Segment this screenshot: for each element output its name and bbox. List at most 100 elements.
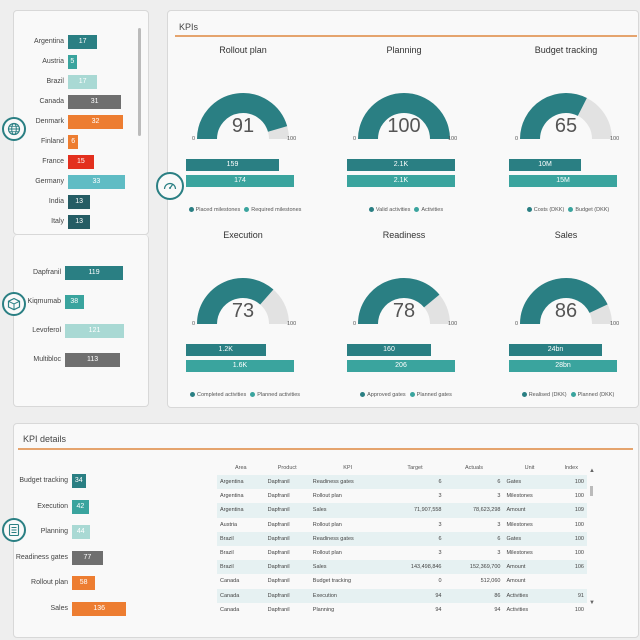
table-cell: Argentina [217,475,265,490]
table-cell: Argentina [220,493,244,500]
legend-label-actual: Approved gates [367,392,406,398]
table-header-product[interactable]: Product [277,464,297,471]
gauge-bar-actual: 1.2K [186,344,266,356]
table-header-actuals[interactable]: Actuals [464,464,484,471]
gauge-bar-actual: 159 [186,159,279,171]
country-bar: 13 [68,195,91,209]
country-label: India [48,198,64,205]
gauge-value-arc [520,93,587,140]
country-label: Austria [42,58,64,65]
kpi-bar: 58 [72,576,96,590]
gauge-max: 100 [287,321,297,327]
gauge-title: Rollout plan [219,45,267,55]
scroll-down-icon[interactable]: ▼ [589,600,595,606]
legend-dot-target [568,207,574,213]
legend-dot-target [250,392,256,398]
table-row[interactable]: Brazil Dapfranil Rollout plan 3 3 Milestones 1… [217,546,587,560]
gauge-execution: Execution 73 0 100 1.2K 1.6K Completed activit… [168,230,318,425]
country-bar: 5 [68,55,77,69]
table-cell: Activities [503,588,556,603]
table-cell: 3 [497,493,501,500]
table-cell: Budget tracking [312,578,351,585]
table-row[interactable]: Argentina Dapfranil Rollout plan 3 3 Mileston… [217,489,587,503]
legend-label-target: Activities [421,207,444,213]
gauge-title: Readiness [382,230,426,240]
table-row[interactable]: Argentina Dapfranil Readiness gates 6 6 Gates… [217,475,587,490]
table-cell: Amount [503,560,556,575]
table-cell: 6 [385,475,445,490]
speedometer-icon [156,172,184,200]
table-cell: 6 [385,531,445,546]
table-row[interactable]: Canada Dapfranil Budget tracking 0 512,060 Am… [217,574,587,588]
table-row[interactable]: Brazil Dapfranil Sales 143,498,846 152,369,7… [217,560,587,575]
table-header-unit[interactable]: Unit [524,464,535,471]
gauge-min: 0 [353,136,357,142]
table-row[interactable]: Brazil Dapfranil Readiness gates 6 6 Gates 100 [217,531,587,546]
gauge-min: 0 [515,136,519,142]
gauge-max: 100 [610,136,620,142]
legend-label-actual: Completed activities [196,392,247,398]
scroll-up-icon[interactable]: ▲ [589,468,595,474]
table-cell: Rollout plan [312,493,342,500]
table-cell: 100 [555,475,587,490]
gauge-legend: Costs (DKK) Budget (DKK) [491,207,640,213]
gauge-value: 91 [231,115,255,137]
table-header-target[interactable]: Target [407,464,423,471]
product-label: Dapfranil [32,269,61,276]
scroll-thumb[interactable] [590,486,593,496]
gauge-bar-target: 2.1K [347,175,455,187]
legend-dot-target [409,392,415,398]
country-label: Brazil [46,78,64,85]
table-cell: 94 [494,606,501,613]
gauge-dial [358,93,450,140]
country-bar: 15 [68,155,94,169]
country-bar: 32 [68,115,124,129]
gauge-value-arc [358,278,440,325]
kpi-bar: 136 [72,601,127,616]
table-scrollbar[interactable]: ▲ ▼ [589,468,595,608]
table-cell: 91 [555,588,587,603]
country-label: Italy [51,218,64,225]
table-row[interactable]: Canada Dapfranil Planning 94 94 Activities 100 [217,603,587,617]
table-cell: 6 [444,531,504,546]
product-bar: 113 [65,353,121,367]
kpi-bar: 34 [72,474,86,488]
country-scrollbar[interactable] [138,28,141,136]
table-cell: 3 [438,493,442,500]
legend-label-target: Planned gates [416,392,452,398]
table-row[interactable]: Canada Dapfranil Execution 94 86 Activities 91 [217,588,587,603]
table-cell: 143,498,846 [385,560,445,575]
kpi-details-title: KPI details [23,434,67,444]
table-cell: 94 [385,588,445,603]
table-header-area[interactable]: Area [235,464,247,471]
kpi-table: Area Product KPI Target Actuals Unit Index Arg… [217,460,587,617]
gauge-legend: Realised (DKK) Planned (DKK) [491,392,640,398]
table-cell: Brazil [220,550,234,557]
product-filter-panel [13,235,149,407]
table-cell: Sales [309,560,386,575]
table-cell: Dapfranil [267,550,290,557]
legend-label-target: Required milestones [251,207,302,213]
gauge-bar-actual: 10M [509,159,581,171]
table-cell: Activities [506,606,529,613]
gauge-bar-target: 174 [186,175,294,187]
table-cell: Amount [506,578,526,585]
table-header-index[interactable]: Index [564,464,578,471]
legend-label-actual: Placed milestones [195,207,241,213]
table-body: Argentina Dapfranil Readiness gates 6 6 Gates… [217,475,587,617]
table-row[interactable]: Argentina Dapfranil Sales 71,907,558 78,623,… [217,503,587,518]
gauge-dial [520,93,612,140]
table-cell: 100 [555,531,587,546]
gauge-max: 100 [448,136,458,142]
country-label: Denmark [35,118,64,125]
gauge-max: 100 [448,321,458,327]
gauge-dial [520,278,612,325]
country-label: Finland [41,138,64,145]
gauge-legend: Completed activities Planned activities [168,392,318,398]
gauge-value: 65 [554,115,578,137]
table-cell: Austria [220,521,238,528]
table-row[interactable]: Austria Dapfranil Rollout plan 3 3 Milestones… [217,518,587,532]
gauge-legend: Valid activities Activities [329,207,479,213]
table-header-kpi[interactable]: KPI [343,464,353,471]
table-cell: 109 [555,503,587,518]
